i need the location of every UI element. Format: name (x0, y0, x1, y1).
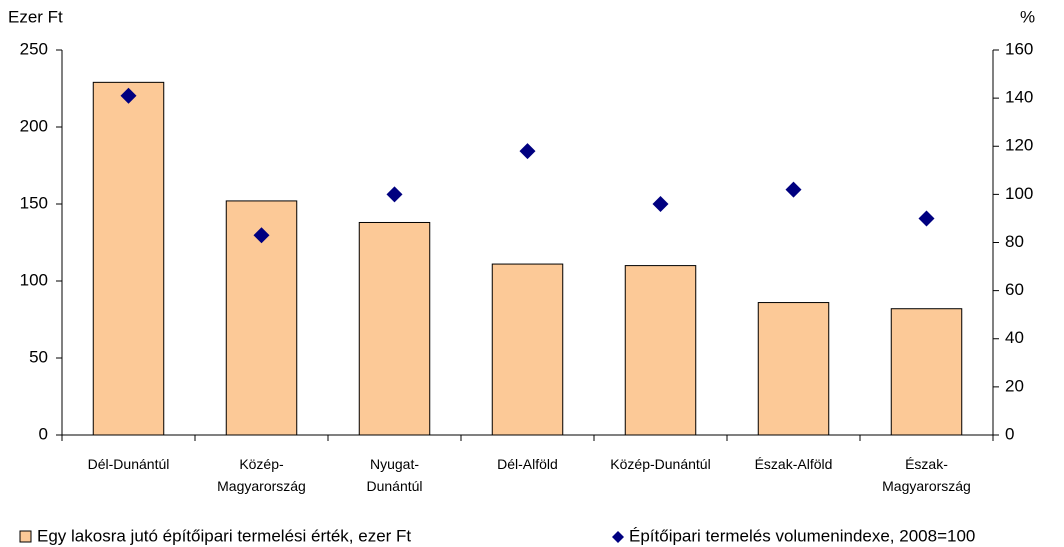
legend-label: Építőipari termelés volumenindexe, 2008=… (629, 526, 975, 545)
bar (624, 265, 697, 436)
x-tick-label-line: Dél-Dunántúl (88, 456, 170, 472)
marker (652, 196, 669, 212)
y2-tick-label: 160 (1005, 39, 1033, 58)
x-tick-label-line: Észak- (905, 456, 948, 472)
y-tick-label: 250 (20, 39, 48, 58)
x-tick-label: Észak-Alföld (755, 456, 833, 472)
x-tick-label-line: Magyarország (882, 478, 971, 494)
marker (918, 210, 935, 227)
y2-tick-label: 120 (1005, 136, 1033, 155)
y-axis-title: Ezer Ft (8, 7, 63, 26)
bar (757, 302, 830, 436)
y2-axis-title: % (1020, 7, 1035, 26)
x-tick-label: Közép- Magyarország (217, 456, 306, 494)
bar (890, 308, 963, 436)
y-tick-label: 0 (39, 424, 48, 443)
marker (120, 87, 137, 104)
marker (785, 181, 802, 198)
x-tick-label-line: Dél-Alföld (497, 456, 558, 472)
y2-tick-label: 60 (1005, 280, 1024, 299)
x-tick-label-line: Nyugat- (370, 456, 419, 472)
y2-tick-label: 140 (1005, 88, 1033, 107)
y2-tick-label: 20 (1005, 376, 1024, 395)
x-tick-label: Nyugat- Dunántúl (366, 456, 422, 494)
y-tick-label: 200 (20, 116, 48, 135)
legend-label: Egy lakosra jutó építőipari termelési ér… (37, 526, 411, 545)
x-tick-label: Észak- Magyarország (882, 456, 971, 494)
y-tick-label: 100 (20, 270, 48, 289)
x-tick-label-line: Észak-Alföld (755, 456, 833, 472)
y2-tick-label: 100 (1005, 184, 1033, 203)
x-tick-label-line: Magyarország (217, 478, 306, 494)
marker (519, 143, 536, 160)
y-tick-label: 50 (29, 347, 48, 366)
x-tick-label-line: Közép- (239, 456, 284, 472)
y2-tick-label: 40 (1005, 328, 1024, 347)
legend-swatch (612, 531, 624, 543)
legend-swatch (19, 530, 32, 543)
x-tick-label: Dél-Dunántúl (88, 456, 170, 472)
y2-tick-label: 80 (1005, 232, 1024, 251)
marker (386, 186, 403, 203)
bar (358, 221, 431, 436)
bar (491, 263, 564, 436)
x-tick-label-line: Közép-Dunántúl (610, 456, 710, 472)
x-tick-label-line: Dunántúl (366, 478, 422, 494)
bar (92, 81, 165, 436)
marker (253, 227, 270, 244)
y-tick-label: 150 (20, 193, 48, 212)
y2-tick-label: 0 (1005, 424, 1014, 443)
x-tick-label: Közép-Dunántúl (610, 456, 710, 472)
x-tick-label: Dél-Alföld (497, 456, 558, 472)
